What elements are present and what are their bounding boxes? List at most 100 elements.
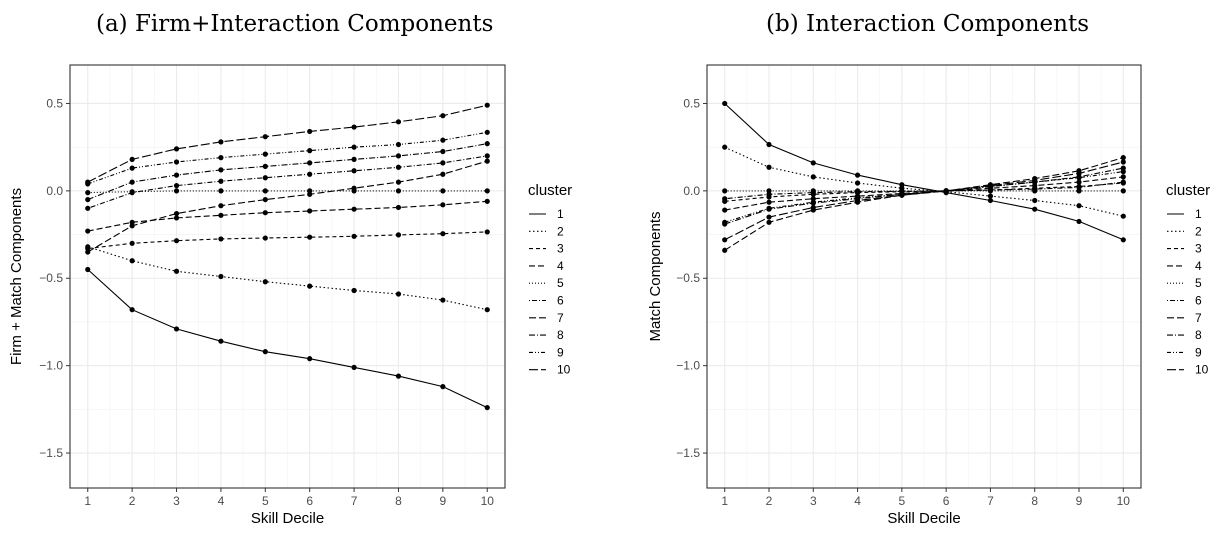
data-point: [1076, 179, 1082, 185]
data-point: [173, 268, 180, 274]
data-point: [395, 373, 402, 379]
data-point: [173, 159, 180, 165]
data-point: [395, 119, 402, 125]
data-point: [722, 188, 728, 194]
data-point: [307, 160, 313, 166]
legend-label: 10: [557, 363, 571, 377]
data-point: [218, 188, 224, 194]
data-point: [440, 160, 446, 166]
data-point: [484, 158, 490, 164]
x-tick-label: 5: [899, 494, 906, 508]
y-tick-label: −1.0: [676, 359, 700, 373]
y-tick-label: 0.0: [46, 184, 63, 198]
data-point: [218, 139, 224, 145]
data-point: [854, 189, 861, 195]
legend-label: 3: [1195, 242, 1202, 256]
series-line-1: [724, 103, 1124, 241]
data-point: [395, 153, 402, 159]
panel-a: 1 2 3 4 5 6 7 8 9 10 0.5 0.0 −0.5 −1.0 −1.5 Skill Decil…: [8, 64, 572, 527]
data-point: [440, 297, 446, 303]
data-point: [173, 215, 180, 221]
data-point: [129, 189, 135, 196]
data-point: [440, 231, 446, 237]
data-point: [766, 219, 772, 225]
legend-label: 4: [1195, 259, 1202, 273]
legend-label: 2: [1195, 224, 1202, 238]
data-point: [484, 102, 490, 108]
data-point: [129, 223, 135, 229]
x-tick-label: 8: [1031, 494, 1038, 508]
y-tick-label: −1.0: [39, 359, 63, 373]
data-point: [395, 232, 402, 238]
data-point: [262, 349, 268, 355]
data-point: [484, 404, 490, 411]
data-point: [1120, 213, 1126, 219]
y-tick-label: 0.5: [683, 96, 700, 110]
data-point: [395, 291, 402, 297]
series-line-5: [87, 190, 488, 194]
data-point: [262, 210, 268, 216]
data-point: [440, 137, 446, 143]
data-point: [351, 124, 357, 130]
y-axis-label: Match Components: [647, 211, 664, 341]
data-point: [262, 235, 268, 241]
data-point: [899, 192, 905, 198]
data-point: [129, 165, 135, 171]
data-point: [1120, 188, 1126, 194]
legend-label: 9: [1195, 345, 1202, 359]
data-point: [218, 338, 224, 344]
data-point: [307, 356, 313, 362]
data-point: [1076, 203, 1082, 209]
legend-label: 7: [557, 311, 564, 325]
x-tick-label: 6: [306, 494, 313, 508]
data-point: [440, 171, 446, 177]
data-point: [85, 196, 91, 203]
data-point: [173, 172, 180, 178]
data-point: [766, 141, 772, 148]
data-point: [440, 202, 446, 208]
data-point: [351, 144, 357, 150]
data-point: [810, 189, 816, 196]
y-tick-label: 0.0: [683, 184, 700, 198]
x-tick-label: 3: [173, 494, 180, 508]
series-line-7: [87, 160, 488, 253]
legend: cluster 1 2 3 4 5 6 7 8 9 10: [1166, 182, 1210, 377]
data-point: [722, 100, 728, 107]
y-tick-label: 0.5: [46, 96, 63, 110]
data-point: [1120, 179, 1126, 185]
data-point: [722, 237, 728, 243]
data-point: [484, 129, 490, 135]
legend-label: 10: [1195, 363, 1209, 377]
data-point: [218, 155, 224, 161]
legend-label: 1: [1195, 207, 1202, 221]
data-point: [766, 199, 772, 205]
data-point: [218, 178, 224, 184]
x-tick-label: 10: [481, 494, 495, 508]
data-point: [351, 364, 357, 370]
data-point: [395, 164, 402, 170]
legend-label: 6: [1195, 294, 1202, 308]
x-tick-label: 7: [987, 494, 994, 508]
panel-b: 1 2 3 4 5 6 7 8 9 10 0.5 0.0 −0.5 −1.0 −1.5 Skill Decil…: [647, 64, 1210, 527]
data-point: [351, 156, 357, 162]
series-line-10: [87, 104, 488, 183]
data-point: [395, 141, 402, 148]
data-point: [173, 210, 180, 217]
data-point: [395, 204, 402, 211]
data-point: [351, 233, 357, 239]
x-tick-label: 2: [766, 494, 773, 508]
y-axis-label: Firm + Match Components: [8, 188, 25, 365]
data-point: [395, 179, 402, 185]
panel-border: [69, 64, 506, 489]
legend-label: 8: [557, 328, 564, 342]
data-point: [262, 134, 268, 140]
data-point: [351, 206, 357, 212]
series-line-2: [724, 146, 1124, 217]
x-tick-label: 4: [854, 494, 861, 508]
data-point: [987, 197, 994, 204]
data-point: [129, 179, 135, 185]
data-point: [307, 191, 313, 197]
data-point: [307, 171, 313, 177]
data-point: [85, 205, 91, 211]
